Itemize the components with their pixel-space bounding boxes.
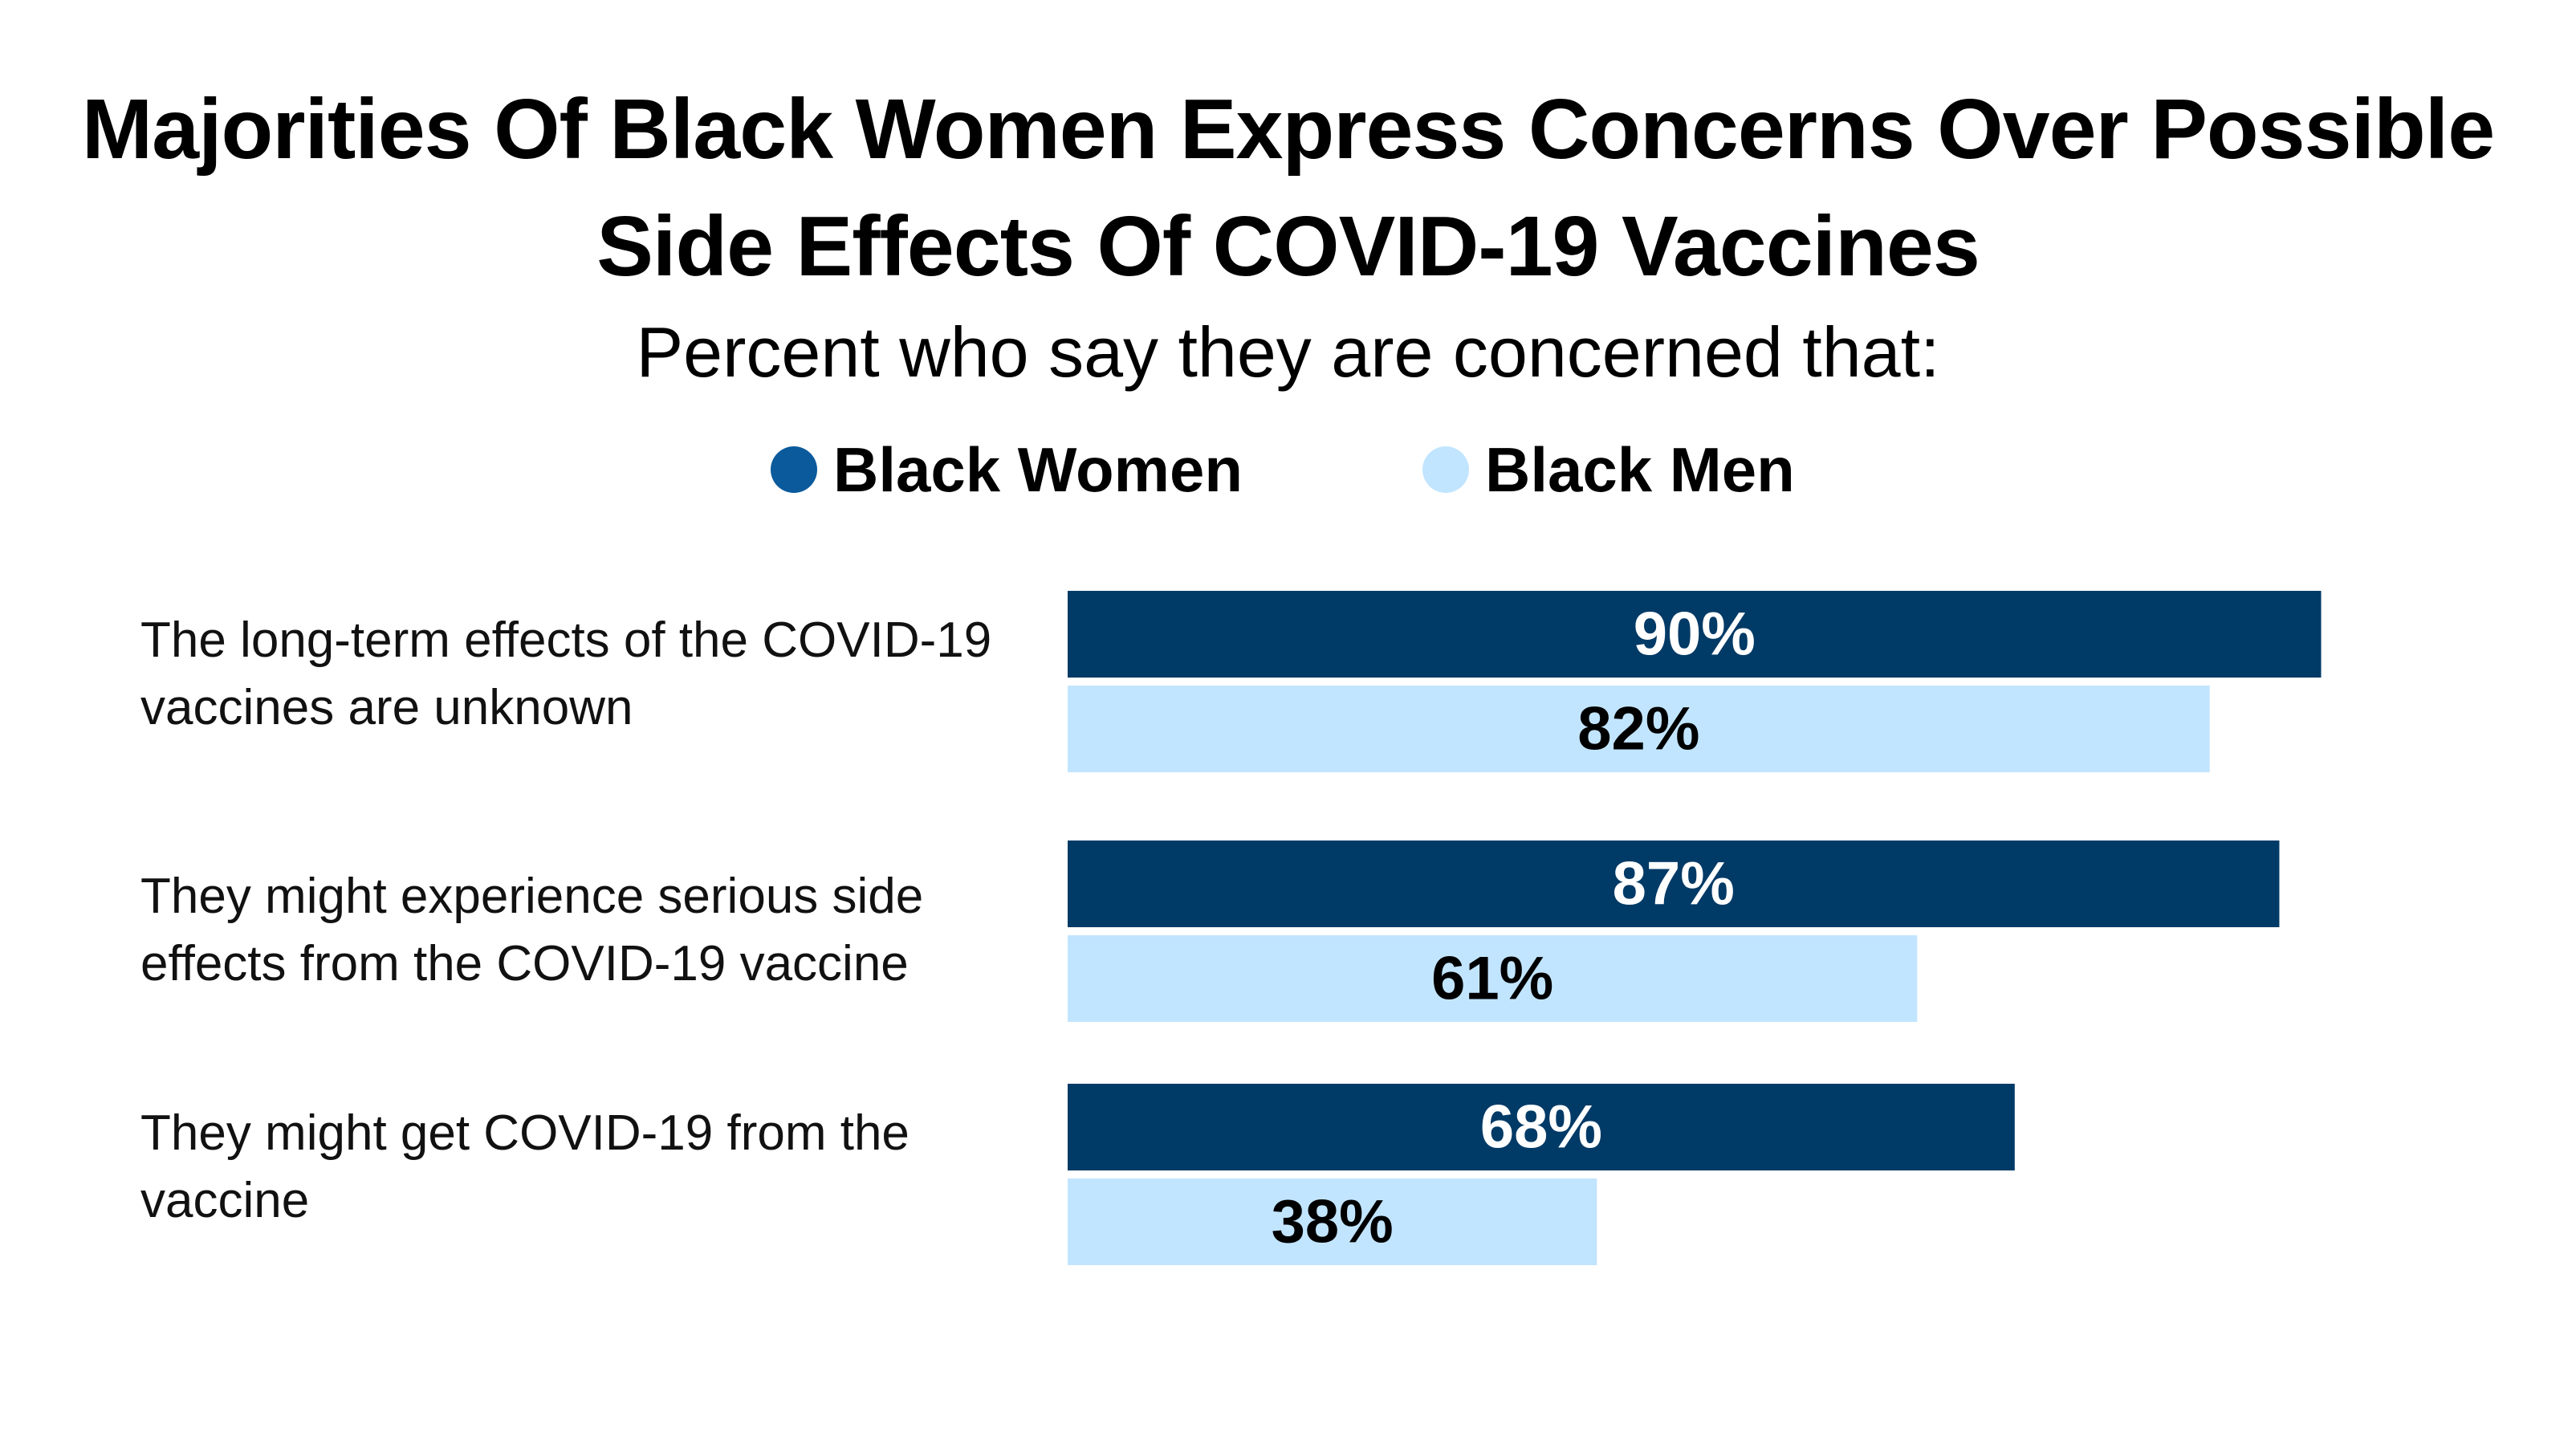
legend-item-black-men: Black Men: [1422, 429, 1795, 510]
bar-black-men-2: [1068, 935, 1918, 1022]
bar-black-women-3: [1068, 1084, 2015, 1170]
chart-subtitle: Percent who say they are concerned that:: [636, 312, 1940, 392]
chart-legend: Black Women Black Men: [0, 429, 2576, 510]
bar-value-label-black-men-3: 38%: [1272, 1188, 1394, 1256]
legend-swatch-black-women: [771, 446, 817, 493]
legend-label-black-women: Black Women: [833, 434, 1243, 505]
bar-black-men-1: [1068, 686, 2210, 772]
bar-black-men-3: [1068, 1178, 1597, 1265]
category-label-serious-side-effects: They might experience serious side effec…: [140, 869, 924, 991]
legend-swatch-black-men: [1422, 446, 1469, 493]
category-label-get-covid-from-vaccine: They might get COVID-19 from the vaccine: [140, 1105, 910, 1228]
bar-value-label-black-men-1: 82%: [1577, 695, 1699, 763]
bar-value-label-black-women-1: 90%: [1634, 600, 1756, 669]
chart-title-line-1: Majorities Of Black Women Express Concer…: [81, 82, 2495, 177]
bar-black-women-2: [1068, 841, 2280, 927]
bar-value-label-black-women-2: 87%: [1613, 850, 1735, 918]
bar-value-label-black-women-3: 68%: [1480, 1093, 1602, 1162]
category-label-long-term-effects: The long-term effects of the COVID-19 va…: [140, 613, 992, 735]
legend-label-black-men: Black Men: [1485, 434, 1795, 505]
chart-title: Majorities Of Black Women Express Concer…: [0, 71, 2576, 305]
chart-title-line-2: Side Effects Of COVID-19 Vaccines: [596, 199, 1980, 294]
legend-item-black-women: Black Women: [771, 429, 1243, 510]
bar-black-women-1: [1068, 591, 2322, 678]
bar-value-label-black-men-2: 61%: [1431, 945, 1553, 1013]
